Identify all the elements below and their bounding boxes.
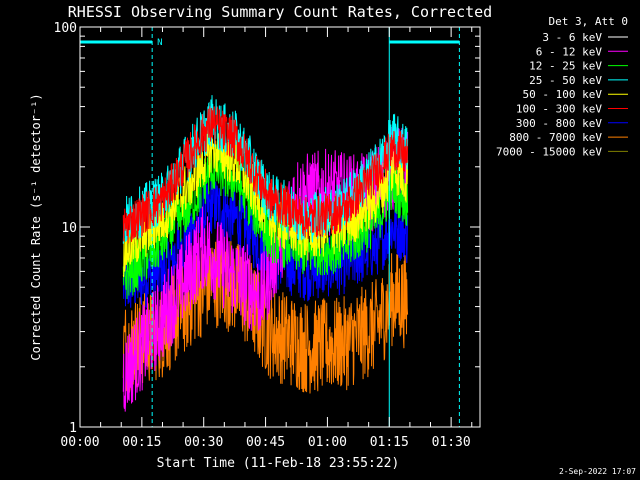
- x-tick-label: 00:45: [246, 435, 285, 450]
- x-tick-label: 00:00: [60, 435, 99, 450]
- legend-entry-label: 6 - 12 keV: [536, 45, 603, 58]
- legend-entry-label: 7000 - 15000 keV: [496, 145, 602, 158]
- x-axis-label: Start Time (11-Feb-18 23:55:22): [157, 456, 400, 471]
- night-label: N: [157, 38, 162, 48]
- legend-header: Det 3, Att 0: [549, 15, 628, 28]
- chart-title: RHESSI Observing Summary Count Rates, Co…: [68, 3, 492, 21]
- y-tick-label: 1: [69, 421, 77, 436]
- x-tick-label: 00:15: [122, 435, 161, 450]
- x-tick-label: 01:15: [370, 435, 409, 450]
- x-tick-label: 01:30: [432, 435, 471, 450]
- axes: 00:00 00:15 00:30 00:45 01:00 01:15 01:30 1 10 10…: [54, 21, 480, 450]
- x-tick-label: 00:30: [184, 435, 223, 450]
- y-tick-label: 100: [54, 21, 77, 36]
- footer-date: 2-Sep-2022 17:07: [559, 467, 636, 476]
- legend-entry-label: 800 - 7000 keV: [509, 131, 602, 144]
- legend-entry-label: 50 - 100 keV: [523, 88, 603, 101]
- series-12-25-kev-line: [122, 144, 409, 300]
- y-tick-label: 10: [61, 221, 77, 236]
- legend-entry-label: 25 - 50 keV: [529, 74, 602, 87]
- series-layer: [122, 95, 409, 412]
- series-100-300-kev-line: [122, 106, 409, 244]
- legend-entry-label: 3 - 6 keV: [542, 31, 602, 44]
- y-axis-label: Corrected Count Rate (s⁻¹ detector⁻¹): [29, 93, 43, 360]
- legend-entry-label: 12 - 25 keV: [529, 60, 602, 73]
- legend-entry-label: 100 - 300 keV: [516, 103, 602, 116]
- legend-entry-label: 300 - 800 keV: [516, 117, 602, 130]
- x-tick-label: 01:00: [308, 435, 347, 450]
